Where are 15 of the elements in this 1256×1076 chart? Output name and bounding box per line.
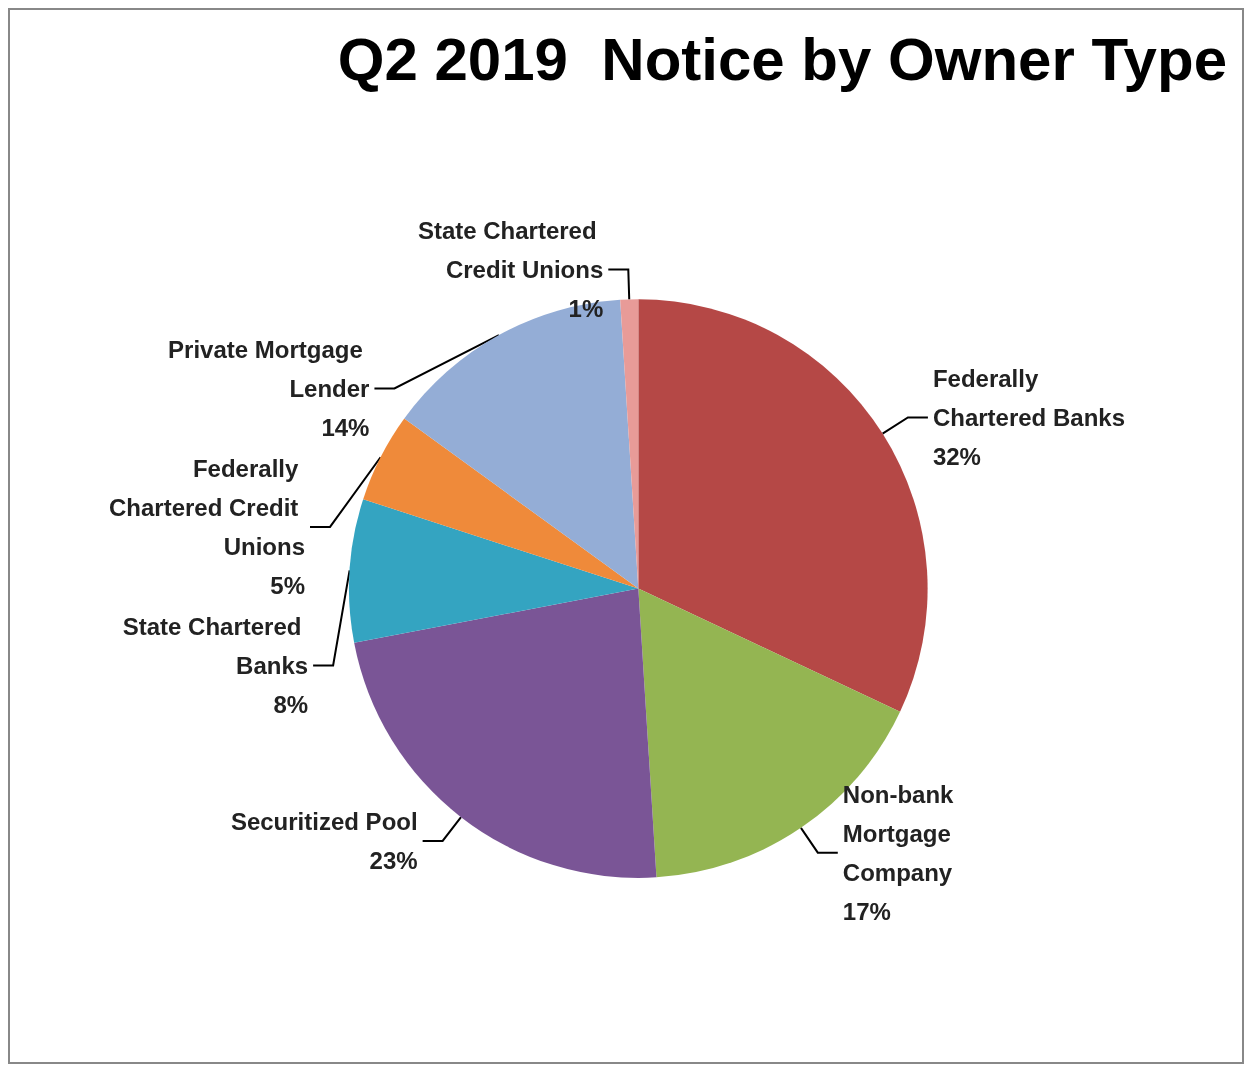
- data-label: 5%: [270, 571, 306, 599]
- slice-label: Federally Chartered Credit Unions: [108, 454, 306, 560]
- slice-label: Securitized Pool: [230, 807, 418, 835]
- data-label: 14%: [321, 413, 370, 441]
- chart-title: Q2 2019 Notice by Owner Type: [337, 25, 1227, 93]
- slice-label: State Chartered Banks: [122, 612, 309, 679]
- data-label: 8%: [273, 690, 309, 718]
- data-label: 23%: [369, 846, 418, 874]
- data-label: 1%: [568, 294, 604, 322]
- slice-label: Non-bank Mortgage Company: [842, 780, 961, 886]
- data-label: 17%: [842, 897, 891, 925]
- data-label: 32%: [932, 443, 981, 471]
- slice-label: Private Mortgage Lender: [168, 335, 370, 402]
- slice-label: Federally Chartered Banks: [932, 365, 1125, 432]
- slice-label: State Chartered Credit Unions: [417, 216, 604, 283]
